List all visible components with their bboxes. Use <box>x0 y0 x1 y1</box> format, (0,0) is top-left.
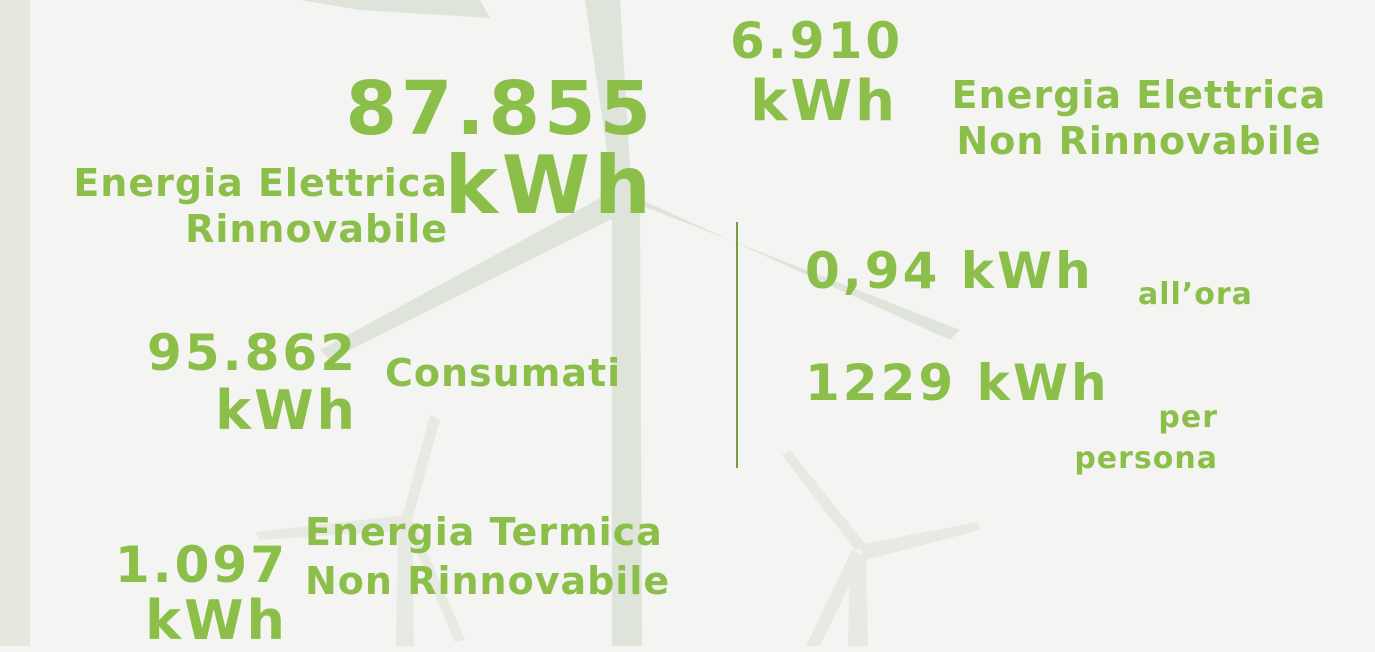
stat-value: 1.097 <box>115 540 288 590</box>
stat-label: Non Rinnovabile <box>305 562 670 600</box>
pole <box>0 0 30 646</box>
stat-label: Non Rinnovabile <box>915 122 1363 160</box>
stat-unit: kWh <box>145 594 288 648</box>
stat-value: 95.862 <box>147 328 358 378</box>
rate-amount: 1229 kWh <box>805 358 1110 408</box>
blade <box>858 522 980 560</box>
rate-label: persona <box>1074 444 1218 474</box>
blade <box>782 450 866 550</box>
stat-value: 6.910 <box>730 16 903 66</box>
stat-label: Energia Elettrica <box>915 76 1363 114</box>
blade <box>400 415 440 525</box>
stat-unit: kWh <box>215 384 358 438</box>
infographic: 87.855 kWh Energia Elettrica Rinnovabile… <box>0 0 1375 646</box>
stat-unit: kWh <box>445 146 655 226</box>
stat-label: Energia Elettrica <box>73 164 448 202</box>
blade <box>300 0 490 18</box>
rate-label: per <box>1158 403 1218 433</box>
rate-label: all’ora <box>1138 280 1253 310</box>
stat-value: 87.855 <box>345 72 655 146</box>
stat-label: Energia Termica <box>305 513 663 551</box>
stat-label: Rinnovabile <box>185 210 448 248</box>
rate-amount: 0,94 kWh <box>805 246 1094 296</box>
stat-unit: kWh <box>750 74 898 130</box>
stat-label: Consumati <box>385 354 621 392</box>
